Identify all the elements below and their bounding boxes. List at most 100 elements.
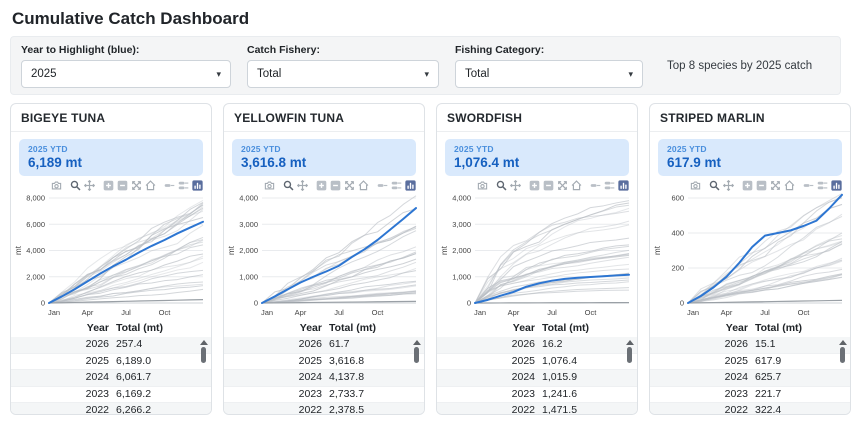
table-row: 2026 16.2 <box>437 337 637 354</box>
autoscale-icon[interactable] <box>557 180 568 191</box>
scroll-up-icon[interactable] <box>412 340 421 345</box>
svg-text:2,000: 2,000 <box>239 246 258 255</box>
reset-axes-icon[interactable] <box>145 180 156 191</box>
zoom-icon[interactable] <box>709 180 720 191</box>
cumulative-catch-chart[interactable]: 0 2,000 4,000 6,000 8,000 mt Jan Apr Jul Oct <box>13 193 209 319</box>
catch-fishery-select[interactable]: Total ▾ <box>247 60 439 88</box>
autoscale-icon[interactable] <box>344 180 355 191</box>
filter-label: Year to Highlight (blue): <box>21 44 140 56</box>
pan-icon[interactable] <box>297 180 308 191</box>
year-cell: 2025 <box>298 354 322 367</box>
svg-text:1,000: 1,000 <box>452 272 471 281</box>
table-scrollbar[interactable] <box>838 340 847 414</box>
ytd-summary-box: 2025 YTD 6,189 mt <box>19 139 203 176</box>
hover-compare-icon[interactable] <box>604 180 615 191</box>
zoom-out-icon[interactable] <box>330 180 341 191</box>
year-total-table: Year Total (mt) 2026 61.7 2025 3,616.8 2024 4… <box>224 320 424 414</box>
plotly-modebar <box>224 179 424 192</box>
hover-compare-icon[interactable] <box>178 180 189 191</box>
plotly-logo-icon[interactable] <box>618 180 629 191</box>
scroll-up-icon[interactable] <box>199 340 208 345</box>
table-row: 2023 6,169.2 <box>11 387 211 403</box>
zoom-icon[interactable] <box>70 180 81 191</box>
scrollbar-thumb[interactable] <box>201 347 206 363</box>
table-header-row: Year Total (mt) <box>437 320 637 337</box>
hover-closest-icon[interactable] <box>590 180 601 191</box>
cumulative-catch-chart[interactable]: 0 1,000 2,000 3,000 4,000 mt Jan Apr Jul Oct <box>439 193 635 319</box>
pan-icon[interactable] <box>510 180 521 191</box>
hover-closest-icon[interactable] <box>164 180 175 191</box>
table-scrollbar[interactable] <box>412 340 421 414</box>
filter-year-to-highlight: Year to Highlight (blue): 2025 ▾ <box>21 44 231 88</box>
table-row: 2022 2,378.5 <box>224 403 424 414</box>
scroll-up-icon[interactable] <box>625 340 634 345</box>
selected-value: Total <box>257 68 282 80</box>
hover-compare-icon[interactable] <box>391 180 402 191</box>
zoom-out-icon[interactable] <box>543 180 554 191</box>
top-species-note: Top 8 species by 2025 catch <box>667 60 813 72</box>
camera-icon[interactable] <box>264 180 275 191</box>
camera-icon[interactable] <box>51 180 62 191</box>
plotly-logo-icon[interactable] <box>405 180 416 191</box>
zoom-out-icon[interactable] <box>117 180 128 191</box>
zoom-in-icon[interactable] <box>316 180 327 191</box>
pan-icon[interactable] <box>723 180 734 191</box>
year-cell: 2024 <box>511 371 535 383</box>
camera-icon[interactable] <box>690 180 701 191</box>
pan-icon[interactable] <box>84 180 95 191</box>
table-scrollbar[interactable] <box>199 340 208 414</box>
camera-icon[interactable] <box>477 180 488 191</box>
reset-axes-icon[interactable] <box>784 180 795 191</box>
table-row: 2026 15.1 <box>650 337 850 354</box>
svg-text:Apr: Apr <box>82 308 94 317</box>
table-body: 2026 16.2 2025 1,076.4 2024 1,015.9 2023 1,241.… <box>437 337 637 414</box>
cumulative-catch-chart[interactable]: 0 1,000 2,000 3,000 4,000 mt Jan Apr Jul Oct <box>226 193 422 319</box>
reset-axes-icon[interactable] <box>571 180 582 191</box>
table-header-row: Year Total (mt) <box>650 320 850 337</box>
zoom-in-icon[interactable] <box>529 180 540 191</box>
total-cell: 15.1 <box>755 338 776 350</box>
svg-text:Jul: Jul <box>760 308 770 317</box>
year-cell: 2024 <box>724 371 748 383</box>
scrollbar-thumb[interactable] <box>414 347 419 363</box>
svg-text:0: 0 <box>680 299 684 308</box>
plotly-logo-icon[interactable] <box>192 180 203 191</box>
scroll-up-icon[interactable] <box>838 340 847 345</box>
zoom-in-icon[interactable] <box>742 180 753 191</box>
svg-text:Jul: Jul <box>547 308 557 317</box>
table-scrollbar[interactable] <box>625 340 634 414</box>
year-cell: 2026 <box>85 338 109 350</box>
species-title: YELLOWFIN TUNA <box>224 104 424 132</box>
plotly-logo-icon[interactable] <box>831 180 842 191</box>
table-body: 2026 257.4 2025 6,189.0 2024 6,061.7 2023 6,169… <box>11 337 211 414</box>
ytd-label: 2025 YTD <box>667 144 707 154</box>
zoom-in-icon[interactable] <box>103 180 114 191</box>
hover-compare-icon[interactable] <box>817 180 828 191</box>
zoom-out-icon[interactable] <box>756 180 767 191</box>
autoscale-icon[interactable] <box>131 180 142 191</box>
selected-value: Total <box>465 68 490 80</box>
table-row: 2025 6,189.0 <box>11 354 211 370</box>
hover-closest-icon[interactable] <box>803 180 814 191</box>
cumulative-catch-chart[interactable]: 0 200 400 600 mt Jan Apr Jul Oct <box>652 193 848 319</box>
table-row: 2025 617.9 <box>650 354 850 370</box>
total-cell: 16.2 <box>542 338 563 350</box>
zoom-icon[interactable] <box>496 180 507 191</box>
svg-text:4,000: 4,000 <box>239 194 258 203</box>
ytd-label: 2025 YTD <box>454 144 494 154</box>
svg-text:1,000: 1,000 <box>239 272 258 281</box>
year-to-highlight-select[interactable]: 2025 ▾ <box>21 60 231 88</box>
table-row: 2022 1,471.5 <box>437 403 637 414</box>
filter-label: Catch Fishery: <box>247 44 320 56</box>
svg-text:Jan: Jan <box>687 308 699 317</box>
reset-axes-icon[interactable] <box>358 180 369 191</box>
hover-closest-icon[interactable] <box>377 180 388 191</box>
zoom-icon[interactable] <box>283 180 294 191</box>
autoscale-icon[interactable] <box>770 180 781 191</box>
chevron-down-icon: ▾ <box>216 68 221 79</box>
filter-catch-fishery: Catch Fishery: Total ▾ <box>247 44 439 88</box>
scrollbar-thumb[interactable] <box>840 347 845 363</box>
scrollbar-thumb[interactable] <box>627 347 632 363</box>
total-column-header: Total (mt) <box>755 322 803 334</box>
fishing-category-select[interactable]: Total ▾ <box>455 60 643 88</box>
